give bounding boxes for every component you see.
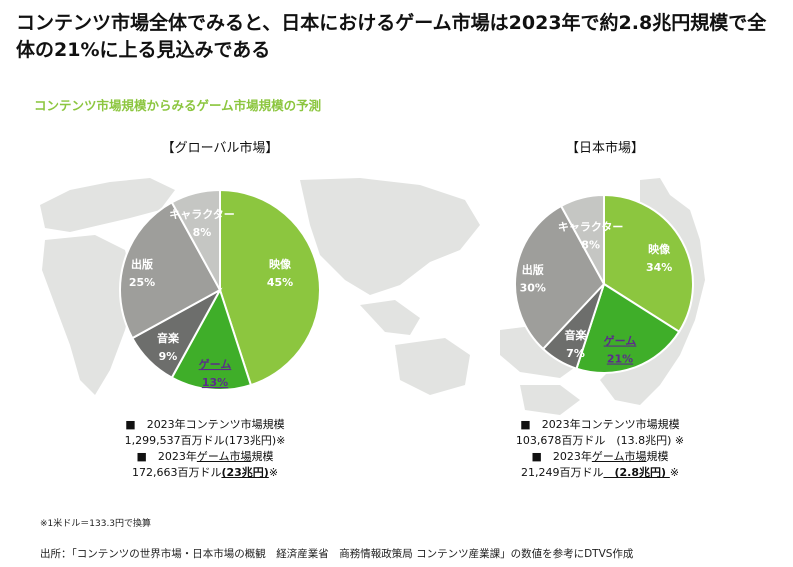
japan-slice-publishing <box>514 204 606 351</box>
global-value-character: 8% <box>193 226 212 239</box>
map-australia-shape <box>395 338 470 395</box>
japan-slice-game <box>575 282 681 374</box>
global-label-publishing: 出版 <box>131 257 153 271</box>
global-value-music: 9% <box>159 350 178 363</box>
japan-pie-chart: 映像 34% ゲーム 21% 音楽 7% 出版 30% キャラクター 8% <box>514 193 694 374</box>
japan-label-game: ゲーム <box>604 334 637 348</box>
map-southeast-asia-shape <box>360 300 420 335</box>
map-europe-shape <box>40 178 175 232</box>
global-stat-game-prefix: ■ 2023年 <box>136 450 197 463</box>
page-title: コンテンツ市場全体でみると、日本におけるゲーム市場は2023年で約2.8兆円規模… <box>16 10 781 64</box>
japan-value-publishing: 30% <box>520 281 546 294</box>
japan-stat-game-prefix: ■ 2023年 <box>531 450 592 463</box>
global-value-video: 45% <box>267 276 293 289</box>
global-stat-total-value: 1,299,537百万ドル(173兆円)※ <box>124 434 286 447</box>
map-asia-shape <box>300 178 480 295</box>
japan-stat-game-value: 21,249百万ドル (2.8兆円) ※ <box>455 465 745 481</box>
japan-stat-total-value: 103,678百万ドル (13.8兆円) ※ <box>515 434 685 447</box>
global-slice-game <box>170 287 253 391</box>
global-label-game: ゲーム <box>199 357 232 371</box>
japan-label-music: 音楽 <box>565 328 588 342</box>
japan-label-video: 映像 <box>648 242 671 256</box>
title-line-2: 体の21%に上る見込みである <box>16 39 271 61</box>
global-stat-game-value-highlight: (23兆円) <box>221 466 269 479</box>
japan-stat-game-suffix: 規模 <box>646 450 669 463</box>
title-line-1: コンテンツ市場全体でみると、日本におけるゲーム市場は2023年で約2.8兆円規模… <box>16 12 767 34</box>
global-stat-game-keyword: ゲーム市場 <box>196 450 252 463</box>
japan-label-character: キャラクター <box>558 221 624 234</box>
global-label-music: 音楽 <box>157 331 180 345</box>
global-chart-title: 【グローバル市場】 <box>161 141 279 156</box>
global-slice-publishing <box>119 201 222 340</box>
japan-market-stats: ■ 2023年コンテンツ市場規模 103,678百万ドル (13.8兆円) ※ … <box>455 417 745 481</box>
global-label-video: 映像 <box>269 257 292 271</box>
global-stat-game-label: ■ 2023年ゲーム市場規模 <box>60 449 350 465</box>
global-market-stats: ■ 2023年コンテンツ市場規模 1,299,537百万ドル(173兆円)※ ■… <box>60 417 350 481</box>
map-africa-shape <box>42 235 135 395</box>
global-stat-game-value-prefix: 172,663百万ドル <box>131 466 222 479</box>
global-value-game: 13% <box>202 376 228 389</box>
world-map-background <box>40 178 705 415</box>
japan-value-game: 21% <box>607 353 633 366</box>
global-stat-total-label: ■ 2023年コンテンツ市場規模 <box>125 418 285 431</box>
japan-chart-title: 【日本市場】 <box>565 141 644 156</box>
japan-value-character: 8% <box>581 239 600 252</box>
global-label-character: キャラクター <box>169 208 235 221</box>
japan-stat-game-value-suffix: ※ <box>669 466 680 479</box>
japan-stat-total-label: ■ 2023年コンテンツ市場規模 <box>520 418 680 431</box>
global-stat-game-suffix: 規模 <box>251 450 274 463</box>
japan-stat-game-label: ■ 2023年ゲーム市場規模 <box>455 449 745 465</box>
japan-value-video: 34% <box>646 261 672 274</box>
japan-label-publishing: 出版 <box>522 262 544 276</box>
chart-subtitle: コンテンツ市場規模からみるゲーム市場規模の予測 <box>34 98 322 113</box>
japan-slice-character <box>559 193 605 285</box>
japan-value-music: 7% <box>566 347 585 360</box>
global-stat-game-value-suffix: ※ <box>268 466 279 479</box>
source-note: 出所：「コンテンツの世界市場・日本市場の概観 経済産業省 商務情報政策局 コンテ… <box>40 548 634 560</box>
japan-stat-game-value-prefix: 21,249百万ドル <box>520 466 604 479</box>
global-slice-character <box>170 188 221 291</box>
global-stat-game-value: 172,663百万ドル(23兆円)※ <box>60 465 350 481</box>
exchange-rate-note: ※1米ドル＝133.3円で換算 <box>40 519 152 529</box>
map-japan-south-shape <box>520 385 580 415</box>
japan-stat-game-keyword: ゲーム市場 <box>591 450 647 463</box>
global-value-publishing: 25% <box>129 276 155 289</box>
japan-stat-game-value-highlight: (2.8兆円) <box>603 466 670 479</box>
global-slice-video <box>219 188 321 387</box>
global-pie-chart: 映像 45% ゲーム 13% 音楽 9% 出版 25% キャラクター 8% <box>119 188 321 391</box>
